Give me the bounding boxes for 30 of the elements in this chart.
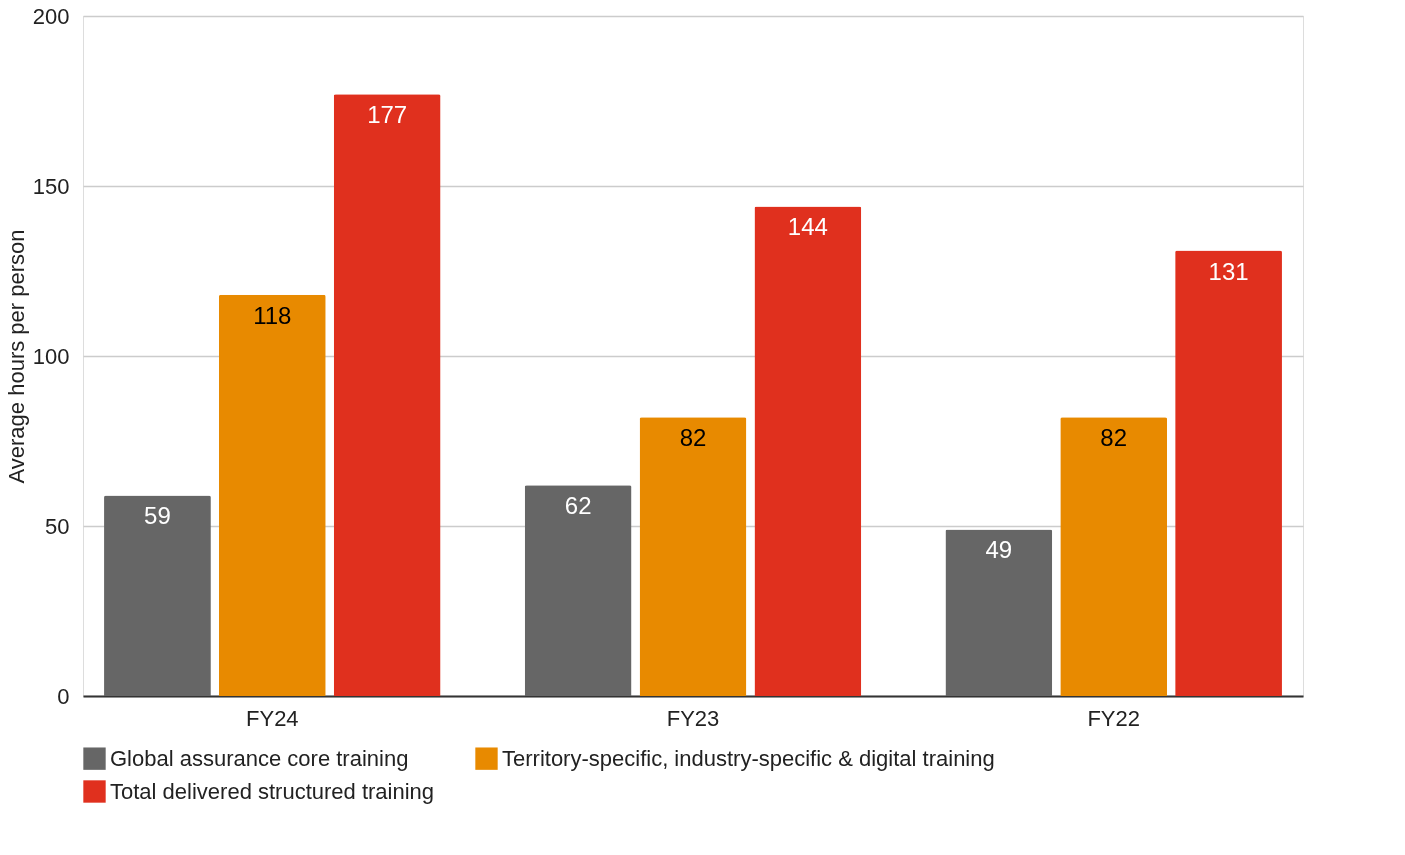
legend-label: Territory-specific, industry-specific & digital training [502,745,995,771]
x-tick-label: FY24 [246,705,299,731]
bar [639,417,747,696]
x-tick-label: FY23 [666,705,720,731]
bar [333,94,441,696]
bar [945,529,1053,696]
bar [218,294,326,696]
y-tick-label: 100 [32,343,70,369]
data-label: 82 [679,424,707,452]
data-label: 131 [1208,257,1249,285]
y-axis-title: Average hours per person [3,229,29,484]
data-label: 59 [144,502,171,530]
bar [1175,250,1282,696]
data-label: 177 [367,101,408,129]
legend-label: Total delivered structured training [110,778,435,804]
y-tick-label: 50 [45,513,70,539]
y-tick-label: 200 [32,3,70,29]
data-label: 49 [985,536,1013,564]
data-label: 118 [253,301,292,329]
bar [104,495,211,696]
data-label: 62 [564,492,592,520]
data-label: 82 [1100,424,1128,452]
bar [524,485,632,696]
y-tick-label: 0 [57,683,70,709]
bar [754,206,862,696]
bar [1060,417,1168,696]
data-label: 144 [787,213,828,241]
x-tick-label: FY22 [1087,705,1140,731]
y-tick-label: 150 [32,173,70,199]
legend-label: Global assurance core training [110,745,409,771]
